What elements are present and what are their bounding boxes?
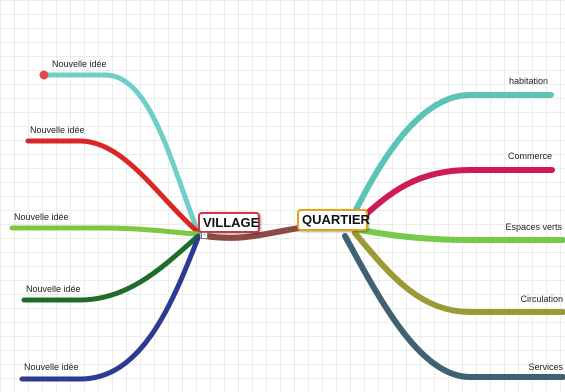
topic-label-habitation[interactable]: habitation bbox=[509, 76, 548, 86]
main-node-quartier[interactable]: QUARTIER bbox=[297, 209, 370, 231]
central-node-village[interactable]: VILLAGE bbox=[198, 212, 260, 233]
idea-label-left-4[interactable]: Nouvelle idée bbox=[26, 284, 81, 294]
branch-line-left-3 bbox=[9, 225, 201, 237]
branch-line-right-2 bbox=[352, 167, 555, 228]
topic-label-espaces-verts[interactable]: Espaces verts bbox=[505, 222, 562, 232]
idea-label-left-3[interactable]: Nouvelle idée bbox=[14, 212, 69, 222]
branch-line-left-5 bbox=[19, 235, 201, 382]
branch-line-left-4 bbox=[21, 233, 201, 303]
branch-line-right-4 bbox=[352, 230, 565, 315]
branch-line-right-5 bbox=[342, 233, 565, 380]
idea-label-left-2[interactable]: Nouvelle idée bbox=[30, 125, 85, 135]
branch-line-left-2 bbox=[25, 138, 201, 235]
connector-village-quartier bbox=[202, 225, 303, 241]
idea-label-left-1[interactable]: Nouvelle idée bbox=[52, 59, 107, 69]
topic-label-services[interactable]: Services bbox=[528, 362, 563, 372]
topic-label-circulation[interactable]: Circulation bbox=[520, 294, 563, 304]
idea-label-left-5[interactable]: Nouvelle idée bbox=[24, 362, 79, 372]
collapse-toggle[interactable]: - bbox=[201, 232, 208, 239]
branch-line-left-1 bbox=[41, 72, 201, 235]
branch-line-right-3 bbox=[357, 227, 565, 243]
idea-node-dot[interactable] bbox=[39, 70, 49, 80]
topic-label-commerce[interactable]: Commerce bbox=[508, 151, 552, 161]
branch-line-right-1 bbox=[347, 92, 554, 225]
